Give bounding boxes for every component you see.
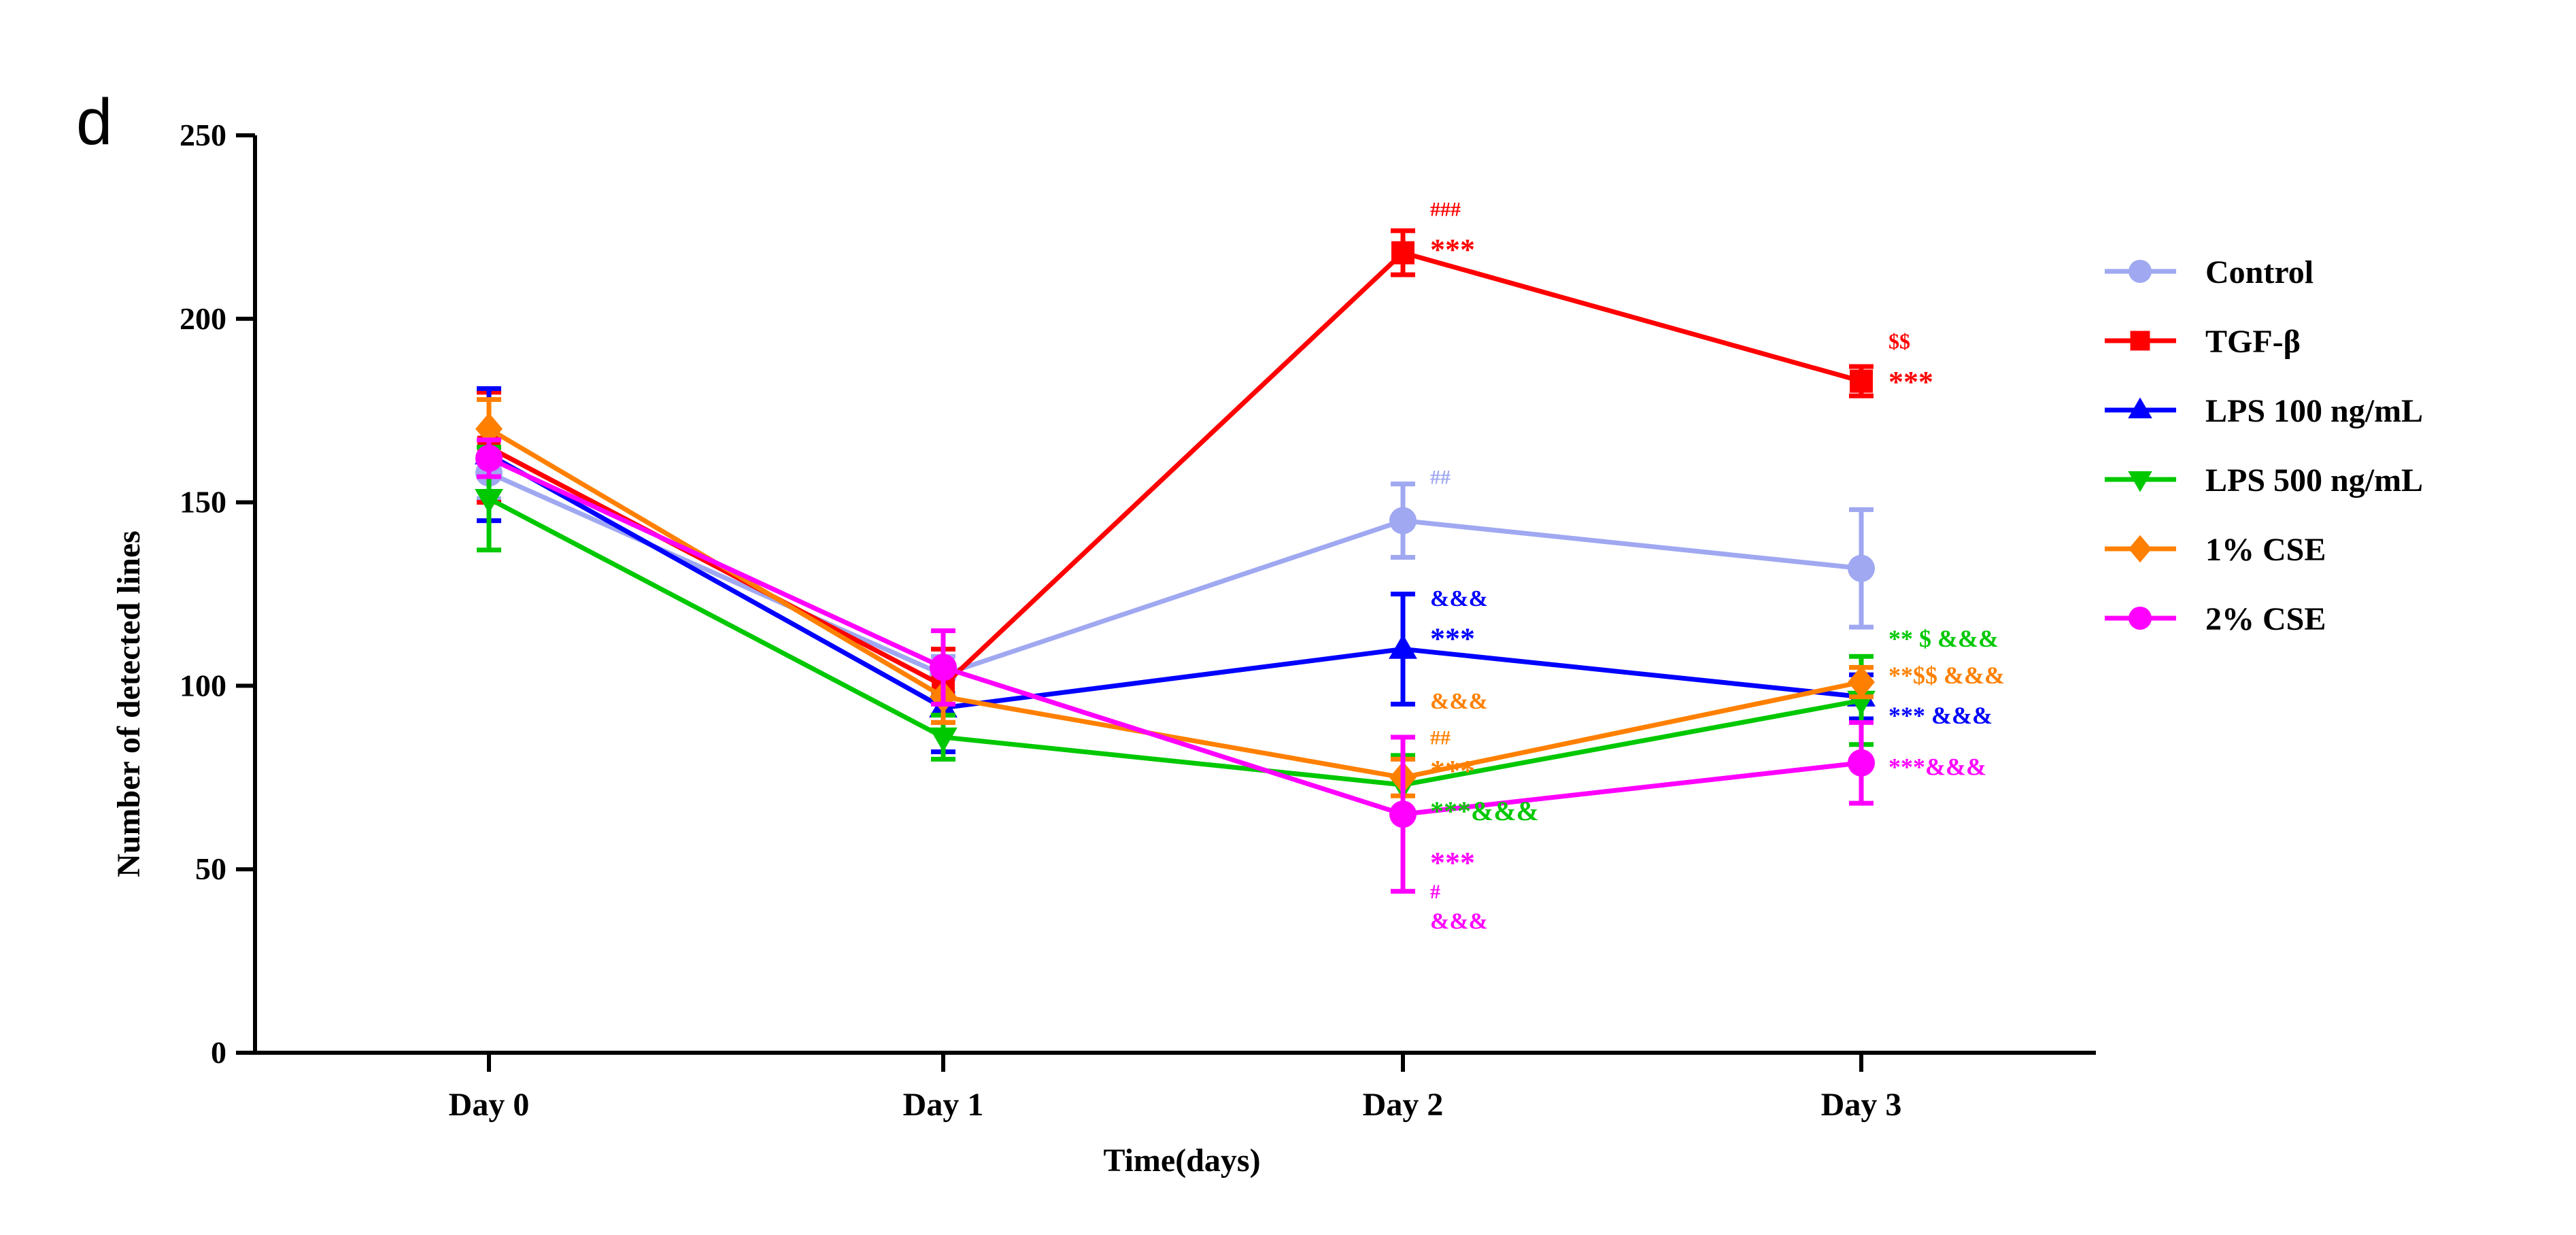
significance-label: &&& — [1430, 689, 1488, 714]
data-point — [1848, 749, 1875, 777]
x-tick-label: Day 3 — [1821, 1087, 1902, 1123]
y-tick-label: 0 — [211, 1035, 226, 1070]
series-5 — [475, 437, 1875, 894]
significance-label: ***&&& — [1430, 796, 1539, 826]
legend-label: Control — [2205, 254, 2314, 290]
legend-item-2: LPS 100 ng/mL — [2105, 393, 2423, 429]
significance-label: # — [1430, 881, 1440, 903]
legend-label: LPS 100 ng/mL — [2205, 393, 2423, 429]
y-tick-label: 50 — [195, 851, 226, 886]
legend-swatch-marker — [2130, 331, 2150, 351]
legend-item-3: LPS 500 ng/mL — [2105, 462, 2423, 498]
y-tick-label: 100 — [180, 668, 226, 703]
series-1 — [477, 228, 1874, 725]
y-tick-label: 150 — [180, 485, 226, 520]
series-line — [488, 456, 1862, 817]
significance-label: &&& — [1430, 909, 1488, 934]
panel-label: d — [76, 86, 112, 158]
data-point — [475, 444, 503, 472]
data-point — [1848, 554, 1875, 582]
significance-label: *** — [1430, 233, 1475, 267]
significance-label: ### — [1430, 198, 1461, 220]
annotation-layer: ###***##&&&***&&&##******&&&***#&&&$$***… — [1430, 198, 2005, 934]
series-3 — [475, 445, 1876, 817]
significance-label: &&& — [1430, 586, 1488, 611]
axes: 0 50 100 150 200 250 Day 0 Day 1 Day 2 Day 3 — [180, 118, 2096, 1123]
significance-label: *** — [1888, 365, 1933, 399]
legend-swatch-marker — [2129, 607, 2152, 630]
significance-label: ***&&& — [1888, 754, 1986, 781]
series-line — [488, 452, 1862, 711]
series-layer — [475, 228, 1876, 894]
significance-label: ## — [1430, 726, 1451, 749]
data-point — [1389, 800, 1417, 828]
significance-label: ## — [1430, 466, 1451, 488]
data-point — [475, 412, 503, 445]
x-tick-label: Day 2 — [1363, 1087, 1444, 1123]
data-point — [1848, 666, 1875, 698]
legend-item-5: 2% CSE — [2105, 601, 2326, 637]
legend-label: 2% CSE — [2205, 601, 2326, 637]
x-axis-label: Time(days) — [1103, 1143, 1260, 1179]
legend-item-0: Control — [2105, 254, 2314, 290]
data-point — [930, 654, 957, 681]
series-2 — [475, 386, 1876, 755]
legend-swatch-marker — [2128, 471, 2152, 492]
legend-label: LPS 500 ng/mL — [2205, 462, 2423, 498]
data-point — [929, 727, 957, 752]
series-line — [488, 250, 1862, 688]
data-point — [1850, 369, 1873, 393]
significance-label: *** — [1430, 622, 1475, 656]
x-tick-label: Day 0 — [449, 1087, 530, 1123]
legend: Control TGF-β LPS 100 ng/mL LPS 500 ng/mL 1%… — [2105, 254, 2423, 637]
significance-label: *** — [1430, 846, 1475, 879]
series-line — [488, 471, 1862, 677]
legend-label: 1% CSE — [2205, 532, 2326, 568]
legend-label: TGF-β — [2205, 324, 2301, 360]
significance-label: **$$ &&& — [1888, 662, 2005, 689]
x-tick-label: Day 1 — [903, 1087, 984, 1123]
data-point — [1391, 241, 1414, 265]
significance-label: ** $ &&& — [1888, 625, 1999, 652]
legend-swatch-marker — [2128, 397, 2152, 419]
y-tick-label: 250 — [180, 118, 226, 152]
series-0 — [475, 445, 1875, 696]
significance-label: *** &&& — [1888, 702, 1993, 729]
data-point — [1389, 634, 1417, 659]
series-line — [488, 426, 1862, 780]
series-line — [488, 496, 1862, 788]
significance-label: *** — [1430, 754, 1475, 788]
data-point — [475, 488, 503, 514]
legend-swatch-marker — [2129, 535, 2152, 563]
significance-label: $$ — [1888, 328, 1910, 353]
legend-swatch-marker — [2129, 260, 2152, 283]
y-tick-label: 200 — [180, 301, 226, 336]
data-point — [1389, 507, 1417, 535]
legend-item-4: 1% CSE — [2105, 532, 2326, 568]
y-axis-label: Number of detected lines — [111, 530, 147, 877]
legend-item-1: TGF-β — [2105, 324, 2301, 360]
